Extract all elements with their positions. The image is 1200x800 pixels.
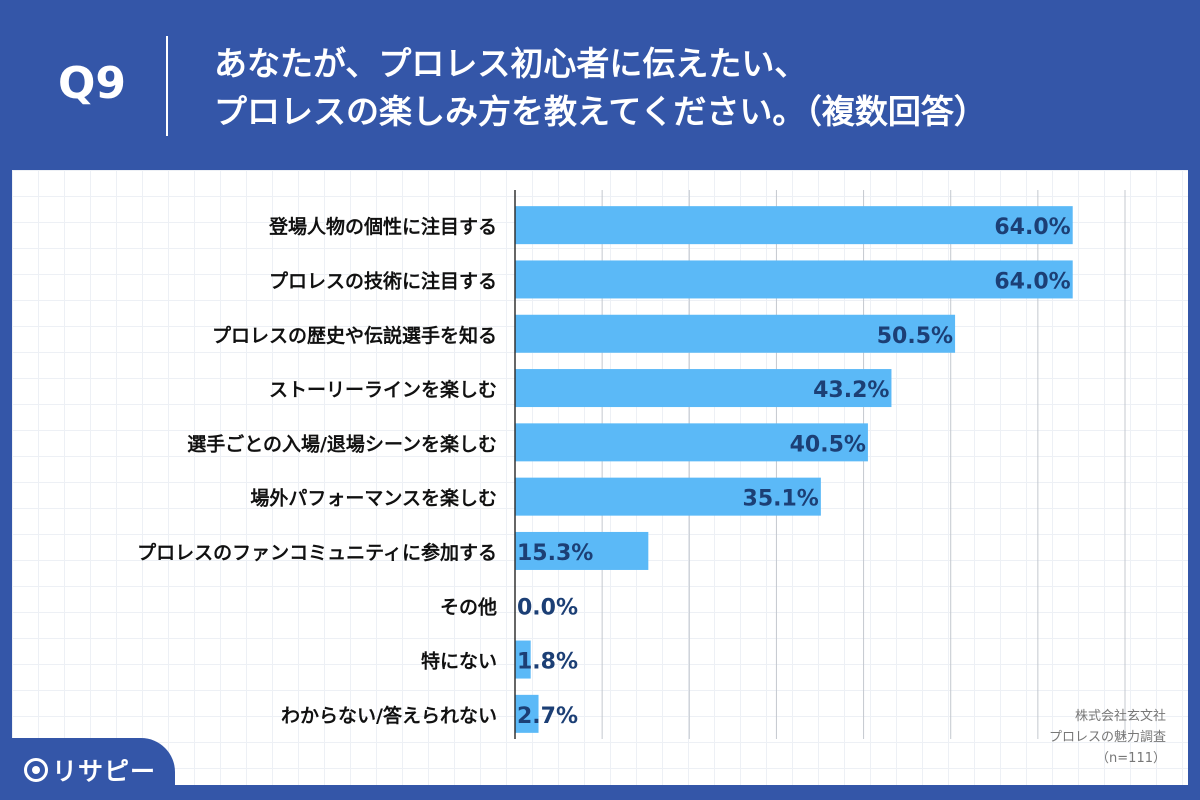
bar [515, 314, 956, 353]
question-title-line1: あなたが、プロレス初心者に伝えたい、 [214, 44, 808, 83]
bar [515, 640, 531, 679]
header: Q9 あなたが、プロレス初心者に伝えたい、 プロレスの楽しみ方を教えてください。… [0, 0, 1200, 170]
source-sample-size: （n=111） [1096, 751, 1166, 766]
category-label: プロレスの歴史や伝説選手を知る [212, 324, 497, 347]
header-divider [166, 36, 168, 136]
question-title-line2: プロレスの楽しみ方を教えてください。（複数回答） [214, 92, 987, 131]
category-label: 場外パフォーマンスを楽しむ [250, 487, 497, 510]
data-label: 50.5% [877, 324, 953, 349]
bar [515, 531, 649, 570]
brand-logo: リサピー [0, 738, 175, 800]
data-label: 15.3% [517, 541, 593, 566]
category-label: プロレスの技術に注目する [269, 269, 497, 292]
data-label: 35.1% [743, 487, 819, 512]
data-label: 64.0% [994, 215, 1070, 240]
source-note: 株式会社玄文社 プロレスの魅力調査 （n=111） [1049, 706, 1166, 769]
bar-chart: 登場人物の個性に注目する 64.0% プロレスの技術に注目する 64.0% プロレスの歴… [137, 190, 1126, 739]
category-label: 選手ごとの入場/退場シーンを楽しむ [187, 432, 497, 455]
data-label: 43.2% [813, 378, 889, 403]
data-label: 1.8% [517, 650, 578, 675]
pin-logo-icon [24, 758, 48, 782]
brand-name: リサピー [52, 757, 157, 786]
bar [515, 206, 1073, 245]
data-label: 0.0% [517, 595, 578, 620]
category-label: わからない/答えられない [281, 704, 497, 727]
data-label: 40.5% [790, 432, 866, 457]
bar [515, 260, 1073, 299]
bar [515, 477, 821, 516]
chart-panel: 登場人物の個性に注目する 64.0% プロレスの技術に注目する 64.0% プロレスの歴… [12, 170, 1188, 785]
category-label: 特にない [421, 651, 497, 673]
category-label: その他 [440, 595, 497, 618]
category-label: ストーリーラインを楽しむ [269, 378, 497, 401]
category-label: 登場人物の個性に注目する [268, 215, 497, 238]
question-number: Q9 [58, 58, 127, 109]
data-label: 64.0% [994, 269, 1070, 294]
question-title: あなたが、プロレス初心者に伝えたい、 プロレスの楽しみ方を教えてください。（複数… [214, 40, 987, 136]
source-company: 株式会社玄文社 [1074, 709, 1166, 724]
data-label: 2.7% [517, 704, 578, 729]
bar [515, 694, 539, 733]
category-label: プロレスのファンコミュニティに参加する [137, 541, 497, 564]
source-survey: プロレスの魅力調査 [1048, 730, 1166, 745]
bar [515, 369, 892, 408]
bar [515, 423, 868, 462]
